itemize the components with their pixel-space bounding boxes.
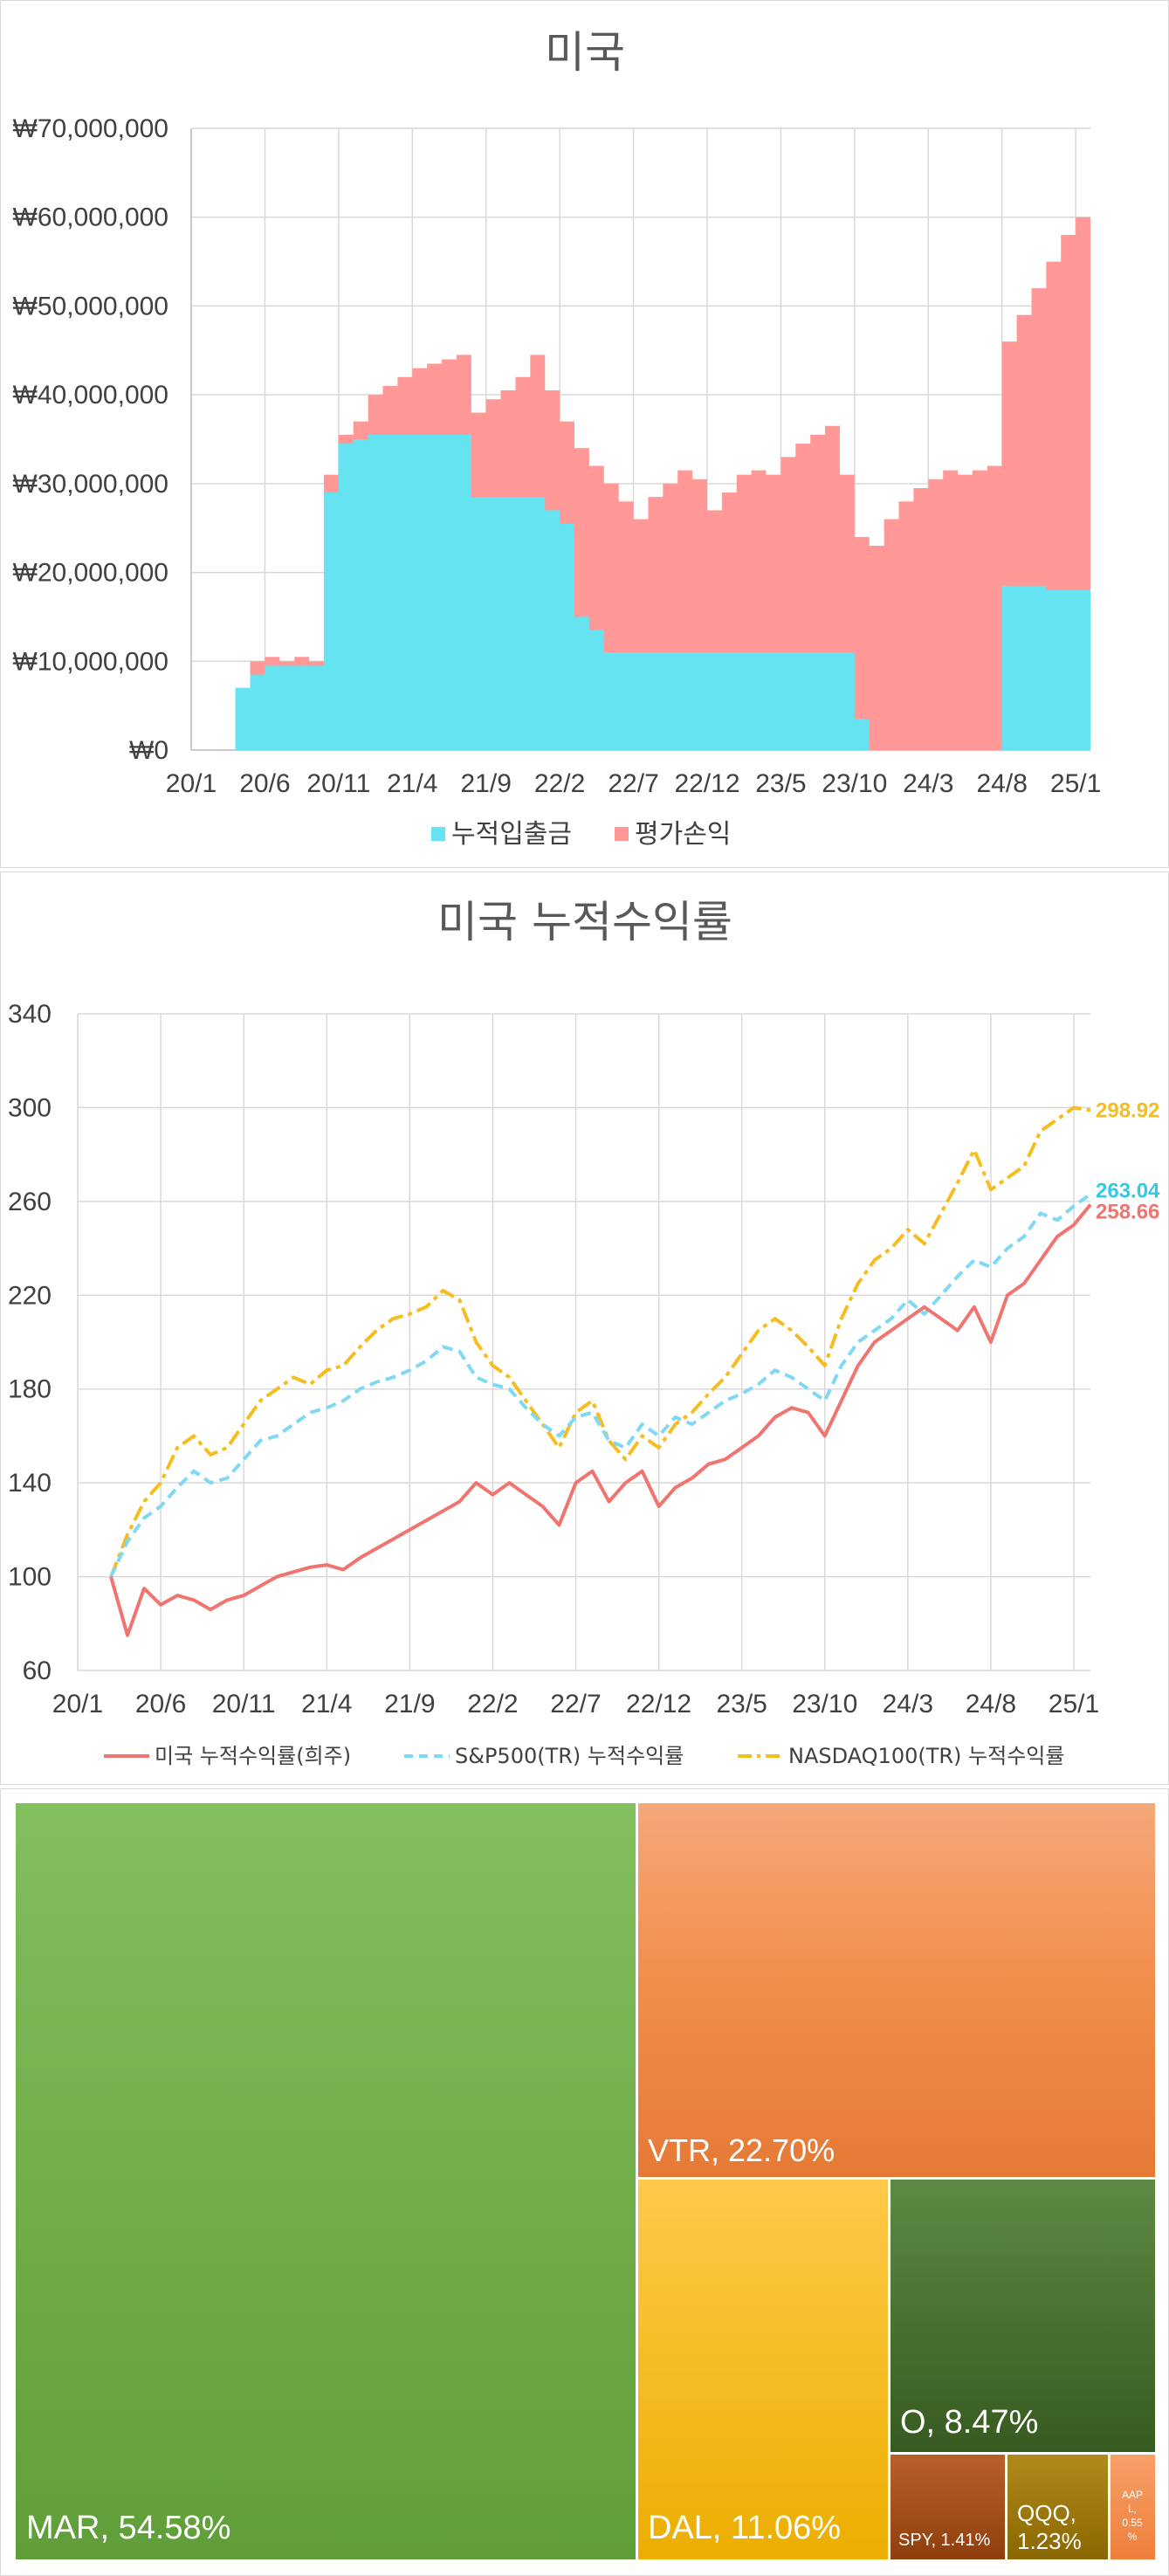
tile-label-line1: QQQ, — [1017, 2500, 1076, 2526]
tile-label: DAL, 11.06% — [648, 2510, 841, 2546]
x-axis: 20/1 20/6 20/11 21/4 21/9 22/2 22/7 22/12 23/5 23… — [52, 1690, 1099, 1718]
legend-label-deposit: 누적입출금 — [451, 819, 572, 850]
treemap-tile-vtr: VTR, 22.70% — [638, 1803, 1155, 2177]
treemap-tile-spy: SPY, 1.41% — [891, 2455, 1005, 2559]
y-axis: 60 100 140 180 220 260 300 340 — [8, 1000, 52, 1685]
end-label: 258.66 — [1096, 1200, 1159, 1223]
y-tick-label: 300 — [8, 1093, 52, 1122]
x-tick-label: 23/10 — [792, 1690, 857, 1718]
plot-area — [109, 1105, 1092, 1637]
treemap-tile-dal: DAL, 11.06% — [638, 2180, 888, 2559]
chart-panel-us-balance: 미국 ₩0 ₩10,000,000 ₩20,000,000 ₩30,000,000 ₩4… — [0, 0, 1169, 868]
legend: 누적입출금 평가손익 — [431, 819, 731, 850]
treemap-panel: MAR, 54.58% VTR, 22.70% DAL, 11.06% O, 8… — [0, 1788, 1169, 2576]
tile-label: VTR, 22.70% — [648, 2132, 835, 2168]
y-tick-label: ₩70,000,000 — [13, 114, 168, 143]
tile-rect — [638, 2180, 888, 2559]
x-tick-label: 21/4 — [387, 769, 437, 798]
x-tick-label: 20/1 — [52, 1690, 103, 1718]
tile-rect — [638, 1803, 1155, 2177]
legend-swatch-deposit — [431, 827, 445, 841]
x-tick-label: 22/7 — [550, 1690, 601, 1718]
y-tick-label: ₩50,000,000 — [13, 292, 168, 320]
end-label: 263.04 — [1096, 1180, 1160, 1203]
legend-label-pnl: 평가손익 — [635, 819, 731, 850]
legend-label-nasdaq: NASDAQ100(TR) 누적수익률 — [788, 1744, 1064, 1768]
treemap-tile-o: O, 8.47% — [891, 2180, 1155, 2452]
x-tick-label: 24/3 — [903, 769, 953, 798]
y-tick-label: ₩20,000,000 — [13, 559, 168, 588]
y-tick-label: ₩10,000,000 — [13, 647, 168, 676]
tile-rect — [891, 2180, 1155, 2452]
x-tick-label: 20/11 — [306, 769, 370, 798]
x-tick-label: 24/8 — [966, 1690, 1016, 1718]
y-tick-label: ₩30,000,000 — [13, 470, 168, 499]
line-series-nasdaq — [109, 1105, 1091, 1578]
x-tick-label: 23/5 — [716, 1690, 767, 1718]
tile-label-line2: 1.23% — [1017, 2528, 1082, 2554]
y-axis: ₩0 ₩10,000,000 ₩20,000,000 ₩30,000,000 ₩40,0… — [13, 114, 168, 765]
treemap-tile-aapl: AAP L, 0.55 % — [1111, 2455, 1155, 2559]
x-tick-label: 25/1 — [1050, 769, 1101, 798]
y-tick-label: 60 — [23, 1656, 52, 1685]
area-series-deposit — [220, 434, 1090, 750]
y-tick-label: 100 — [8, 1563, 52, 1592]
x-tick-label: 22/12 — [626, 1690, 691, 1718]
y-tick-label: 220 — [8, 1281, 52, 1310]
tile-rect — [1111, 2455, 1155, 2559]
tile-label: MAR, 54.58% — [26, 2510, 230, 2546]
x-tick-label: 22/12 — [674, 769, 739, 798]
x-tick-label: 21/4 — [301, 1690, 352, 1718]
legend-swatch-pnl — [615, 827, 629, 841]
tile-label-line1: AAP — [1122, 2489, 1143, 2501]
x-tick-label: 21/9 — [461, 769, 512, 798]
y-tick-label: 340 — [8, 1000, 52, 1029]
tile-label-line4: % — [1128, 2531, 1138, 2543]
x-tick-label: 22/7 — [608, 769, 658, 798]
x-tick-label: 24/8 — [976, 769, 1027, 798]
legend: 미국 누적수익률(희주) S&P500(TR) 누적수익률 NASDAQ100(… — [104, 1744, 1064, 1768]
x-tick-label: 22/2 — [534, 769, 585, 798]
treemap: MAR, 54.58% VTR, 22.70% DAL, 11.06% O, 8… — [16, 1803, 1155, 2559]
y-tick-label: ₩40,000,000 — [13, 381, 168, 410]
x-axis: 20/1 20/6 20/11 21/4 21/9 22/2 22/7 22/12 23/5 23… — [166, 769, 1102, 798]
tile-rect — [891, 2455, 1005, 2559]
end-label: 298.92 — [1096, 1099, 1159, 1122]
x-tick-label: 23/5 — [755, 769, 806, 798]
tile-rect — [1007, 2455, 1108, 2559]
tile-label-line2: L, — [1128, 2503, 1137, 2515]
tile-label-line3: 0.55 — [1122, 2517, 1143, 2529]
area-chart: 미국 ₩0 ₩10,000,000 ₩20,000,000 ₩30,000,000 ₩4… — [13, 27, 1102, 850]
x-tick-label: 25/1 — [1049, 1690, 1099, 1718]
y-tick-label: 260 — [8, 1188, 52, 1216]
chart-title: 미국 누적수익률 — [437, 897, 732, 947]
chart-panel-us-return: 미국 누적수익률 60 100 140 180 220 260 300 340 20/1 20/… — [0, 871, 1169, 1785]
y-tick-label: 140 — [8, 1469, 52, 1498]
legend-label-sp500: S&P500(TR) 누적수익률 — [455, 1744, 684, 1768]
x-tick-label: 24/3 — [883, 1690, 933, 1718]
tile-rect — [16, 1803, 636, 2559]
y-tick-label: ₩60,000,000 — [13, 203, 168, 232]
tile-label: SPY, 1.41% — [898, 2531, 990, 2550]
legend-label-portfolio: 미국 누적수익률(희주) — [155, 1744, 351, 1768]
x-tick-label: 22/2 — [467, 1690, 518, 1718]
x-tick-label: 20/11 — [212, 1690, 276, 1718]
y-tick-label: ₩0 — [129, 736, 168, 765]
line-series-portfolio — [109, 1203, 1092, 1637]
x-tick-label: 20/6 — [135, 1690, 186, 1718]
plot-area — [220, 203, 1090, 750]
x-tick-label: 20/6 — [239, 769, 290, 798]
y-tick-label: 180 — [8, 1375, 52, 1404]
x-tick-label: 23/10 — [822, 769, 887, 798]
grid — [77, 1013, 1090, 1671]
x-tick-label: 20/1 — [166, 769, 217, 798]
treemap-tile-mar: MAR, 54.58% — [16, 1803, 636, 2559]
chart-title: 미국 — [545, 27, 625, 78]
treemap-tile-qqq: QQQ, 1.23% — [1007, 2455, 1108, 2559]
tile-label: O, 8.47% — [900, 2404, 1038, 2441]
x-tick-label: 21/9 — [384, 1690, 435, 1718]
line-series-sp500 — [109, 1193, 1092, 1578]
